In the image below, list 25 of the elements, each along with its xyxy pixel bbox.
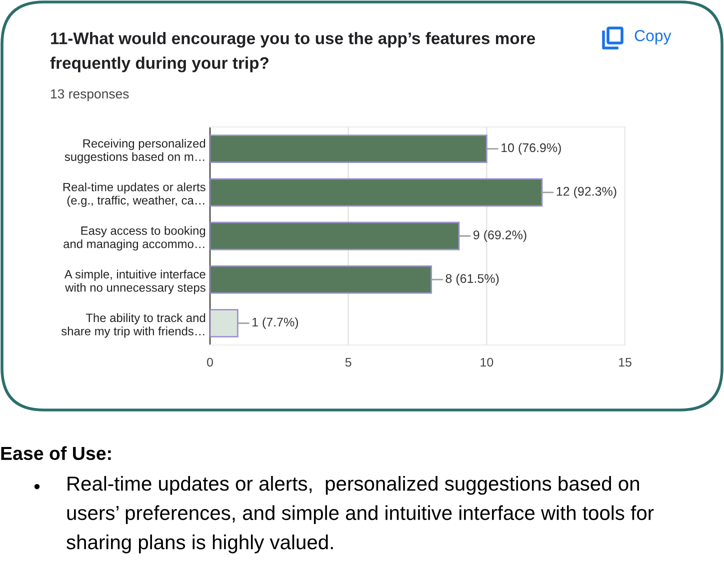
data-label: 10 (76.9%): [502, 142, 561, 155]
y-tick-label: Real-time updates or alerts (e.g., traffic, weather, ca…: [63, 182, 206, 207]
y-tick-label: Receiving personalized suggestions based on m…: [64, 138, 206, 164]
data-label: 8 (61.5%): [446, 274, 499, 286]
bar: [210, 308, 238, 338]
text: Real-time updates or alerts, personalized suggestions based on users’ preferences, and simple and intuitive interface with tools for sharing plans is highly valued.: [66, 476, 654, 554]
text: Copy: [634, 30, 672, 44]
y-tick-label: Easy access to booking and managing accommo…: [64, 226, 206, 251]
x-tick-label: 0: [207, 358, 213, 367]
y-tick-label: The ability to track and share my trip with friends…: [61, 313, 206, 338]
x-tick-label: 10: [480, 358, 494, 367]
data-label: 1 (7.7%): [252, 317, 298, 330]
data-label: 12 (92.3%): [556, 186, 616, 198]
text: •: [34, 484, 40, 490]
text: 13 responses: [51, 89, 129, 102]
bar: [210, 178, 543, 207]
x-tick-label: 5: [345, 358, 352, 367]
bar: [210, 134, 488, 164]
text: Ease of Use:: [1, 446, 111, 460]
bar: [210, 265, 432, 294]
x-tick-label: 15: [619, 358, 632, 367]
chart-title: 11-What would encourage you to use the app’s features more frequently during your trip?: [50, 32, 536, 72]
y-tick-label: A simple, intuitive interface with no unnecessary steps: [64, 270, 206, 294]
data-label: 9 (69.2%): [473, 230, 526, 242]
bar: [210, 222, 460, 250]
